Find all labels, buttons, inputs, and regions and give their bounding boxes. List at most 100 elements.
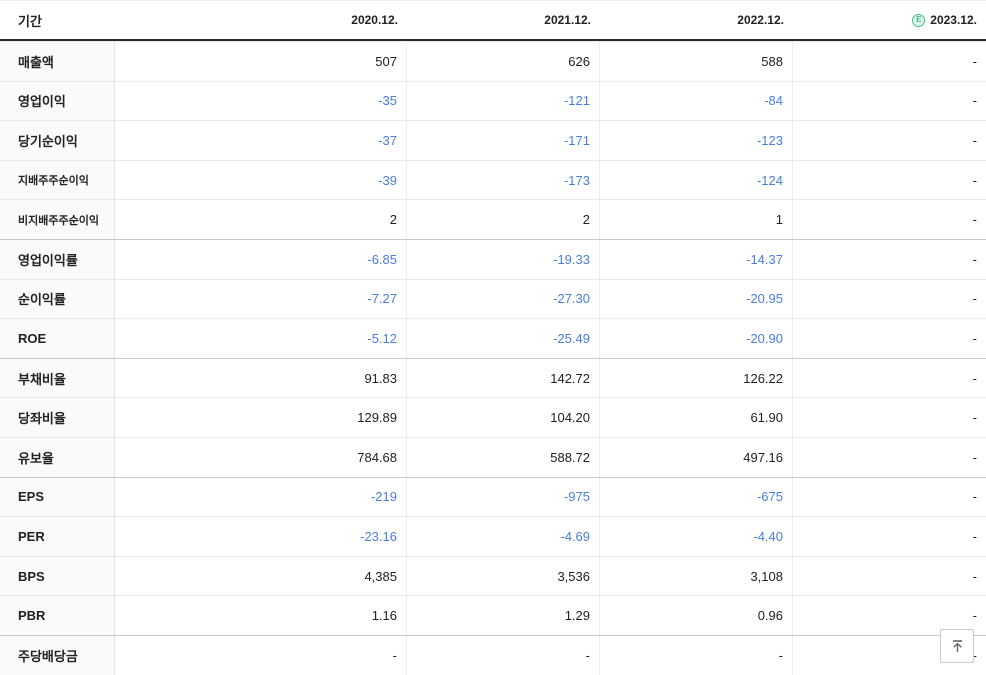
- cell-value: -37: [115, 121, 407, 160]
- table-row: 비지배주주순이익 2 2 1-: [0, 199, 986, 239]
- cell-value: -: [972, 291, 977, 307]
- cell-value: 126.22: [600, 358, 793, 398]
- row-label: PBR: [0, 596, 115, 635]
- cell-value: -5.12: [115, 319, 407, 358]
- cell-value: 626: [407, 42, 600, 81]
- cell-value: -20.90: [600, 319, 793, 358]
- cell-value: 784.68: [115, 437, 407, 477]
- cell-value: -: [972, 528, 977, 544]
- cell-value: 588: [600, 42, 793, 81]
- cell-value: -6.85: [115, 239, 407, 279]
- period-header-label: 기간: [18, 13, 42, 29]
- row-label: BPS: [0, 556, 115, 596]
- cell-value: -675: [600, 477, 793, 517]
- cell-value: -: [972, 251, 977, 267]
- cell-value: 1.29: [407, 596, 600, 635]
- column-header-2022-12: 2022.12.: [737, 13, 784, 27]
- row-label: 당좌비율: [0, 398, 115, 437]
- cell-value: -: [972, 410, 977, 426]
- table-row: 당기순이익 -37 -171 -123 -: [0, 120, 986, 160]
- cell-value: 91.83: [115, 358, 407, 398]
- cell-value: 61.90: [600, 398, 793, 437]
- table-row: 영업이익률 -6.85 -19.33 -14.37 -: [0, 238, 986, 279]
- cell-value: -: [972, 647, 977, 663]
- cell-value: -4.40: [600, 517, 793, 556]
- cell-value: -: [972, 53, 977, 69]
- cell-value: -975: [407, 477, 600, 517]
- cell-value: 0.96: [600, 596, 793, 635]
- cell-value: -121: [407, 81, 600, 121]
- cell-value: -: [972, 370, 977, 386]
- cell-value: 3,108: [600, 556, 793, 596]
- cell-value: -39: [115, 160, 407, 200]
- cell-value: 4,385: [115, 556, 407, 596]
- scroll-to-top-button[interactable]: [940, 629, 974, 663]
- cell-value: -173: [407, 160, 600, 200]
- estimate-circle-e-icon: E: [912, 13, 926, 27]
- cell-value: 3,536: [407, 556, 600, 596]
- cell-value: 497.16: [600, 437, 793, 477]
- cell-value: 2: [115, 200, 407, 239]
- cell-value: 507: [115, 42, 407, 81]
- cell-value: -25.49: [407, 319, 600, 358]
- table-row: 유보율 784.68 588.72 497.16 -: [0, 436, 986, 477]
- row-label: EPS: [0, 477, 115, 517]
- table-row: 영업이익 -35 -121 -84 -: [0, 80, 986, 121]
- cell-value: -35: [115, 81, 407, 121]
- row-label: 비지배주주순이익: [0, 200, 115, 239]
- table-row: 부채비율 91.83 142.72 126.22 -: [0, 357, 986, 398]
- column-header-2021-12: 2021.12.: [544, 13, 591, 27]
- column-header-2020-12: 2020.12.: [351, 13, 398, 27]
- cell-value: 1: [600, 200, 793, 239]
- cell-value: -14.37: [600, 239, 793, 279]
- cell-value: -: [972, 330, 977, 346]
- row-label: 순이익률: [0, 279, 115, 319]
- cell-value: -: [600, 635, 793, 675]
- cell-value: 142.72: [407, 358, 600, 398]
- cell-value: -23.16: [115, 517, 407, 556]
- cell-value: -: [972, 172, 977, 188]
- column-header-2023-12-label: 2023.12.: [930, 13, 977, 27]
- table-row: 주당배당금 - - - -: [0, 634, 986, 675]
- cell-value: -: [407, 635, 600, 675]
- table-row: ROE -5.12 -25.49 -20.90 -: [0, 318, 986, 358]
- row-label: 매출액: [0, 42, 115, 81]
- cell-value: -: [115, 635, 407, 675]
- table-header-row: 기간 2020.12. 2021.12. 2022.12. E 2023.12.: [0, 1, 986, 41]
- cell-value: 588.72: [407, 437, 600, 477]
- row-label: 주당배당금: [0, 635, 115, 675]
- cell-value: -19.33: [407, 239, 600, 279]
- cell-value: -171: [407, 121, 600, 160]
- cell-value: 104.20: [407, 398, 600, 437]
- cell-value: -4.69: [407, 517, 600, 556]
- table-row: EPS -219 -975 -675 -: [0, 476, 986, 517]
- cell-value: -: [972, 449, 977, 465]
- row-label: 영업이익: [0, 81, 115, 121]
- cell-value: -27.30: [407, 279, 600, 319]
- row-label: PER: [0, 517, 115, 556]
- table-body: 매출액 507 626 588 - 영업이익 -35 -121 -84 - 당기순이익 -37 -171…: [0, 41, 986, 675]
- table-row: PER -23.16 -4.69 -4.40 -: [0, 516, 986, 556]
- cell-value: -: [972, 568, 977, 584]
- row-label: 부채비율: [0, 358, 115, 398]
- cell-value: -: [972, 93, 977, 109]
- cell-value: 2: [407, 200, 600, 239]
- cell-value: 1.16: [115, 596, 407, 635]
- cell-value: -: [972, 608, 977, 624]
- arrow-to-top-icon: [952, 639, 962, 652]
- cell-value: -123: [600, 121, 793, 160]
- cell-value: 129.89: [115, 398, 407, 437]
- row-label: 영업이익률: [0, 239, 115, 279]
- cell-value: -: [972, 489, 977, 505]
- table-row: 지배주주순이익 -39 -173 -124 -: [0, 159, 986, 200]
- table-row: 순이익률 -7.27 -27.30 -20.95 -: [0, 278, 986, 319]
- table-row: 당좌비율 129.89 104.20 61.90 -: [0, 397, 986, 437]
- table-row: BPS 4,385 3,536 3,108 -: [0, 555, 986, 596]
- column-header-2023-12-estimate: E 2023.12.: [793, 1, 986, 39]
- row-label: 당기순이익: [0, 121, 115, 160]
- table-row: PBR 1.16 1.29 0.96 -: [0, 595, 986, 635]
- cell-value: -7.27: [115, 279, 407, 319]
- cell-value: -84: [600, 81, 793, 121]
